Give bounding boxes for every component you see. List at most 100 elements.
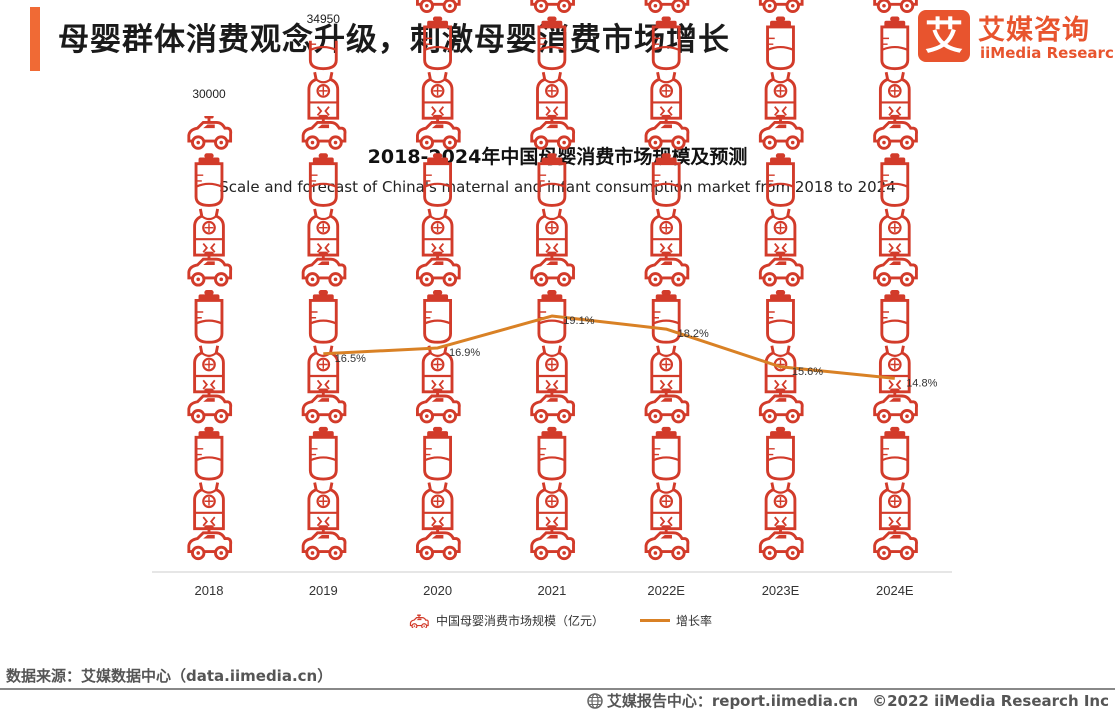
growth-rate-label: 16.9% bbox=[449, 347, 480, 359]
chart-subtitle: Scale and forecast of China's maternal a… bbox=[219, 178, 896, 196]
toy-car-icon bbox=[758, 250, 804, 287]
baby-bottle-icon bbox=[423, 15, 452, 71]
legend-item-growth-rate: 增长率 bbox=[640, 612, 712, 629]
market-size-chart: 3000020183495020194085020204865220215750… bbox=[152, 0, 952, 598]
toy-car-icon bbox=[530, 524, 576, 561]
data-source: 数据来源：艾媒数据中心（data.iimedia.cn） bbox=[6, 667, 333, 685]
footer-copyright: ©2022 iiMedia Research Inc bbox=[872, 691, 1109, 710]
legend-label-market-size: 中国母婴消费市场规模（亿元） bbox=[436, 614, 605, 628]
baby-bottle-icon bbox=[880, 425, 910, 481]
baby-vest-icon bbox=[307, 207, 340, 257]
growth-rate-label: 16.5% bbox=[335, 353, 366, 365]
baby-vest-icon bbox=[764, 481, 797, 531]
bar-value-label: 30000 bbox=[192, 87, 226, 101]
toy-car-icon bbox=[873, 113, 918, 150]
baby-vest-icon bbox=[878, 481, 911, 531]
baby-bottle-icon bbox=[766, 425, 795, 481]
legend-item-market-size: 中国母婴消费市场规模（亿元） bbox=[406, 612, 604, 629]
toy-car-icon bbox=[758, 0, 804, 13]
baby-vest-icon bbox=[878, 70, 911, 120]
toy-car-icon bbox=[530, 250, 576, 287]
baby-bottle-icon bbox=[651, 15, 681, 71]
bar-2023E bbox=[758, 0, 804, 561]
toy-car-icon bbox=[644, 387, 690, 424]
toy-car-icon bbox=[187, 524, 233, 561]
baby-vest-icon bbox=[764, 207, 797, 257]
toy-car-icon bbox=[301, 250, 347, 287]
baby-vest-icon bbox=[421, 70, 454, 120]
baby-vest-icon bbox=[650, 70, 683, 120]
toy-car-icon bbox=[301, 524, 347, 561]
bar-value-label: 34950 bbox=[307, 12, 341, 26]
baby-vest-icon bbox=[878, 207, 911, 257]
growth-rate-label: 18.2% bbox=[678, 328, 709, 340]
bar-2024E bbox=[873, 0, 918, 561]
toy-car-icon bbox=[301, 387, 347, 424]
baby-vest-icon bbox=[764, 70, 797, 120]
toy-car-icon bbox=[758, 387, 804, 424]
page-title: 母婴群体消费观念升级，刺激母婴消费市场增长 bbox=[58, 22, 730, 58]
title-accent-bar bbox=[30, 7, 40, 71]
baby-bottle-icon bbox=[194, 288, 224, 344]
baby-vest-icon bbox=[650, 481, 683, 531]
toy-car-icon bbox=[416, 387, 461, 424]
baby-bottle-icon bbox=[194, 152, 224, 207]
baby-vest-icon bbox=[421, 481, 454, 531]
growth-rate-label: 14.8% bbox=[906, 377, 937, 389]
x-tick-label: 2021 bbox=[537, 583, 566, 598]
toy-car-icon bbox=[530, 113, 576, 150]
toy-car-icon bbox=[416, 524, 461, 561]
baby-bottle-icon bbox=[651, 425, 681, 481]
baby-bottle-icon bbox=[766, 288, 795, 344]
toy-car-icon bbox=[416, 0, 461, 13]
baby-vest-icon bbox=[650, 207, 683, 257]
baby-vest-icon bbox=[536, 481, 568, 531]
plot-area: 3000020183495020194085020204865220215750… bbox=[152, 0, 952, 598]
baby-vest-icon bbox=[193, 481, 225, 531]
x-tick-label: 2020 bbox=[423, 583, 452, 598]
legend-line-swatch bbox=[640, 619, 670, 622]
baby-vest-icon bbox=[307, 70, 340, 120]
brand-name-cn: 艾媒咨询 bbox=[978, 15, 1090, 46]
baby-bottle-icon bbox=[537, 425, 567, 481]
x-tick-label: 2018 bbox=[195, 583, 224, 598]
legend-label-growth-rate: 增长率 bbox=[676, 614, 713, 628]
toy-car-icon bbox=[416, 250, 461, 287]
bar-2021 bbox=[530, 0, 576, 561]
toy-car-icon bbox=[187, 250, 233, 287]
growth-rate-label: 15.6% bbox=[792, 366, 823, 378]
toy-car-icon bbox=[301, 113, 347, 150]
baby-bottle-icon bbox=[308, 152, 338, 207]
baby-vest-icon bbox=[421, 207, 454, 257]
baby-vest-icon bbox=[307, 481, 340, 531]
baby-vest-icon bbox=[193, 344, 225, 394]
toy-car-icon bbox=[187, 387, 233, 424]
footer-divider bbox=[0, 688, 1115, 690]
toy-car-icon bbox=[644, 0, 690, 13]
baby-bottle-icon bbox=[308, 425, 338, 481]
baby-bottle-icon bbox=[880, 288, 910, 344]
brand-logo: 艾 艾媒咨询 iiMedia Research bbox=[918, 10, 1115, 66]
bar-2020 bbox=[416, 0, 461, 561]
baby-bottle-icon bbox=[194, 425, 224, 481]
bar-2022E bbox=[644, 0, 690, 561]
baby-bottle-icon bbox=[537, 152, 567, 207]
baby-bottle-icon bbox=[537, 15, 567, 71]
toy-car-icon bbox=[873, 524, 918, 561]
brand-name-en: iiMedia Research bbox=[980, 44, 1115, 62]
toy-car-icon bbox=[530, 0, 576, 13]
baby-vest-icon bbox=[421, 344, 454, 394]
toy-car-icon bbox=[187, 116, 233, 150]
baby-vest-icon bbox=[878, 344, 911, 394]
toy-car-icon bbox=[644, 524, 690, 561]
toy-car-icon bbox=[530, 387, 576, 424]
toy-car-icon bbox=[873, 387, 918, 424]
baby-bottle-icon bbox=[880, 152, 910, 207]
toy-car-icon bbox=[758, 113, 804, 150]
footer: 艾媒报告中心：report.iimedia.cn ©2022 iiMedia R… bbox=[587, 690, 1109, 711]
baby-bottle-icon bbox=[423, 152, 452, 207]
x-tick-label: 2022E bbox=[647, 583, 685, 598]
toy-car-icon bbox=[409, 613, 429, 628]
bar-2018 bbox=[187, 116, 233, 561]
baby-vest-icon bbox=[650, 344, 683, 394]
